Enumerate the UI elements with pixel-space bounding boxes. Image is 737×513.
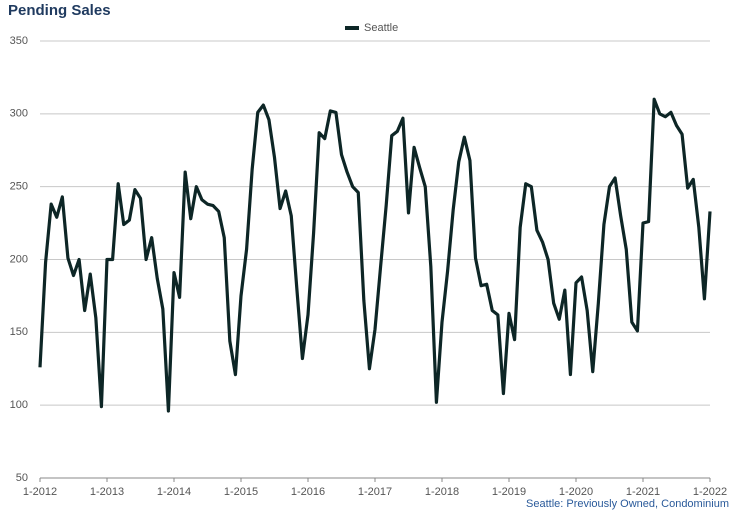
legend-label: Seattle — [364, 22, 398, 34]
x-tick-label: 1-2018 — [425, 486, 459, 498]
x-tick-label: 1-2019 — [492, 486, 526, 498]
y-tick-label: 300 — [10, 108, 28, 120]
x-tick-label: 1-2016 — [291, 486, 325, 498]
y-tick-label: 50 — [16, 472, 28, 484]
chart-title: Pending Sales — [8, 2, 111, 19]
x-tick-label: 1-2014 — [157, 486, 191, 498]
y-tick-label: 250 — [10, 181, 28, 193]
x-tick-label: 1-2021 — [626, 486, 660, 498]
y-tick-label: 350 — [10, 35, 28, 47]
x-tick-label: 1-2015 — [224, 486, 258, 498]
y-tick-label: 100 — [10, 399, 28, 411]
y-tick-label: 150 — [10, 326, 28, 338]
data-line — [38, 97, 712, 413]
x-tick-label: 1-2017 — [358, 486, 392, 498]
footnote: Seattle: Previously Owned, Condominium — [526, 498, 729, 510]
x-tick-label: 1-2012 — [23, 486, 57, 498]
x-tick-label: 1-2020 — [559, 486, 593, 498]
x-tick-label: 1-2013 — [90, 486, 124, 498]
x-tick-label: 1-2022 — [693, 486, 727, 498]
y-tick-label: 200 — [10, 253, 28, 265]
